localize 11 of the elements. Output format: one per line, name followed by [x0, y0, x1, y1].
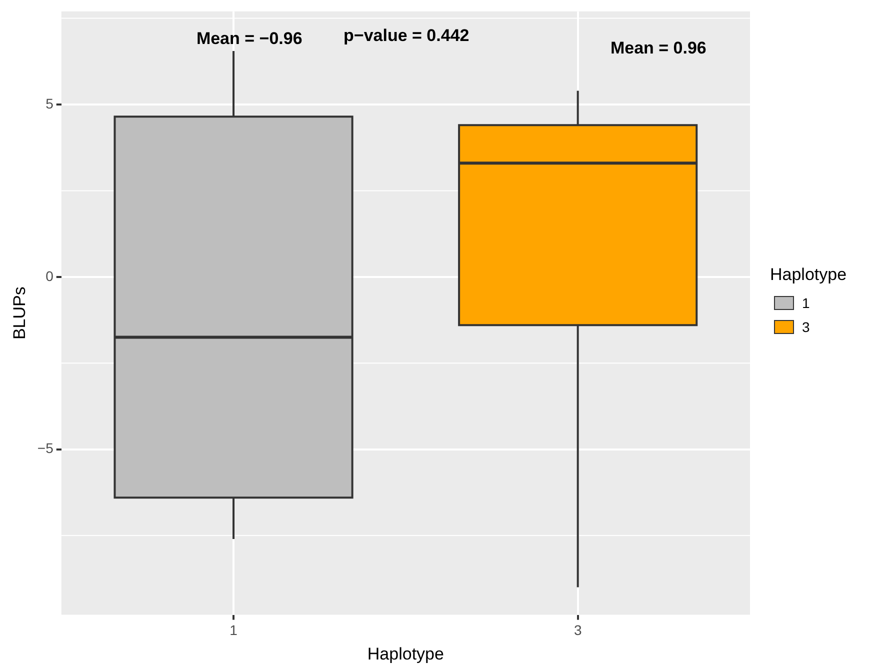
y-tick-label: 0: [46, 268, 54, 284]
annotation: p−value = 0.442: [344, 26, 470, 45]
annotation: Mean = −0.96: [196, 28, 302, 48]
legend-title: Haplotype: [770, 265, 847, 285]
legend-label: 3: [802, 319, 810, 335]
legend-label: 1: [802, 295, 810, 311]
y-tick-label: −5: [37, 440, 54, 456]
annotation: Mean = 0.96: [610, 38, 706, 58]
y-axis-title: BLUPs: [10, 286, 29, 340]
x-axis-title: Haplotype: [367, 644, 444, 664]
y-tick-label: 5: [46, 95, 54, 112]
